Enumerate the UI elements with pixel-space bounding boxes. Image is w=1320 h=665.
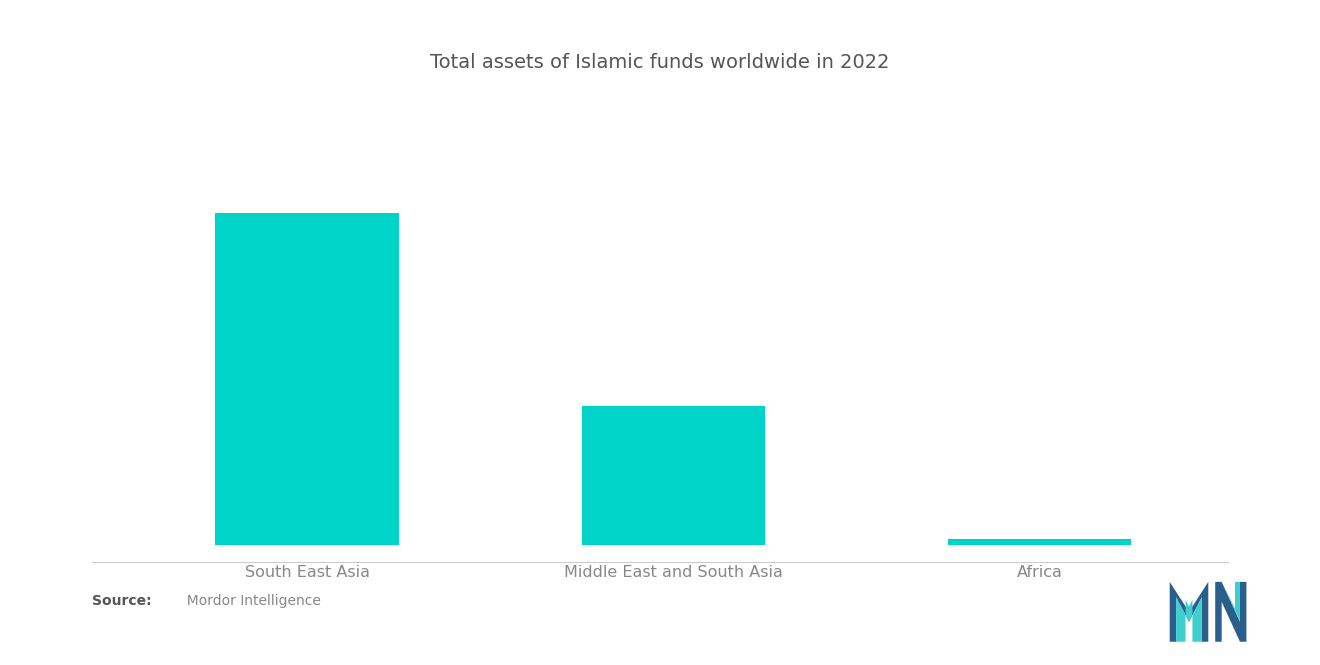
Polygon shape: [1170, 582, 1208, 642]
Polygon shape: [1176, 597, 1203, 642]
Text: Source:: Source:: [92, 594, 152, 608]
Text: Total assets of Islamic funds worldwide in 2022: Total assets of Islamic funds worldwide …: [430, 53, 890, 72]
Bar: [948, 539, 1131, 545]
Polygon shape: [1216, 582, 1246, 642]
Polygon shape: [1216, 582, 1239, 622]
Text: Mordor Intelligence: Mordor Intelligence: [178, 594, 321, 608]
Bar: [215, 213, 399, 545]
Bar: [582, 406, 764, 545]
